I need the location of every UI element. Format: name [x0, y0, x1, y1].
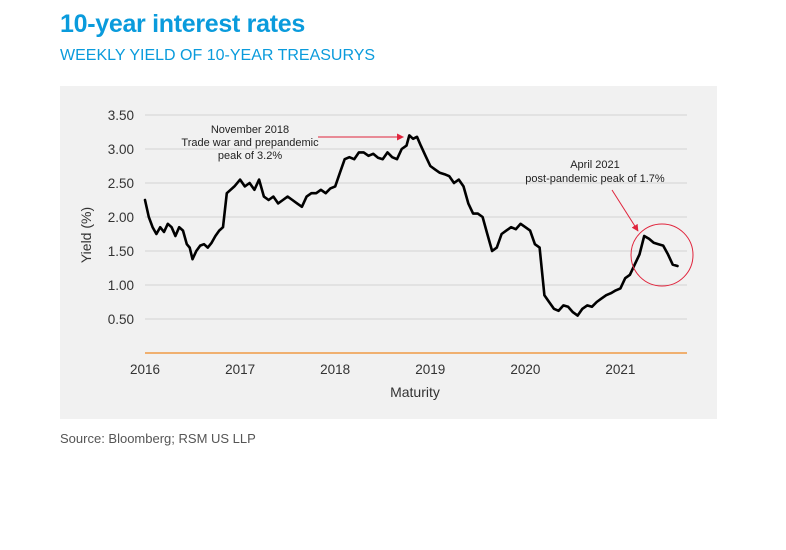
y-tick-label: 1.00 [108, 278, 134, 293]
annotation-2018-text: November 2018 [211, 124, 289, 136]
series-line-10yr-yield [143, 134, 679, 317]
annotation-2018-text: Trade war and prepandemic [181, 137, 319, 149]
y-tick-label: 0.50 [108, 312, 134, 327]
y-tick-label: 2.00 [108, 210, 134, 225]
x-tick-label: 2017 [225, 362, 255, 377]
y-tick-label: 2.50 [108, 176, 134, 191]
x-tick-label: 2019 [415, 362, 445, 377]
chart-subtitle: WEEKLY YIELD OF 10-YEAR TREASURYS [60, 47, 376, 64]
annotation-2021-circle [630, 223, 694, 287]
x-tick-label: 2016 [130, 362, 160, 377]
chart-title: 10-year interest rates [60, 10, 305, 38]
annotation-2021-text: April 2021 [570, 159, 620, 171]
x-tick-label: 2021 [605, 362, 635, 377]
y-tick-labels: 0.50 1.00 1.50 2.00 2.50 3.00 3.50 [108, 108, 134, 327]
annotation-2018-text: peak of 3.2% [218, 150, 282, 162]
annotation-2021-arrow [611, 189, 639, 232]
y-tick-label: 3.00 [108, 142, 134, 157]
x-axis-title: Maturity [390, 384, 440, 400]
y-tick-label: 3.50 [108, 108, 134, 123]
x-tick-labels: 2016 2017 2018 2019 2020 2021 [130, 362, 635, 377]
gridlines [145, 114, 687, 320]
y-tick-label: 1.50 [108, 244, 134, 259]
annotation-2021-text: post-pandemic peak of 1.7% [525, 173, 665, 185]
source-note: Source: Bloomberg; RSM US LLP [60, 431, 256, 446]
chart-panel [60, 86, 717, 419]
y-axis-title: Yield (%) [78, 207, 94, 263]
x-tick-label: 2018 [320, 362, 350, 377]
x-tick-label: 2020 [510, 362, 540, 377]
